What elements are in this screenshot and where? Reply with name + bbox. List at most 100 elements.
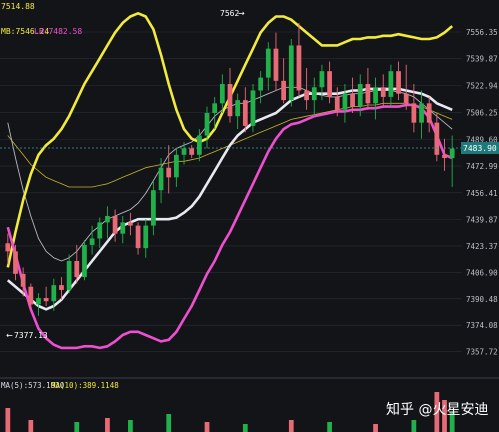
candle-up	[250, 90, 256, 126]
candle-down	[112, 215, 118, 234]
y-tick-label: 7489.60	[466, 135, 498, 144]
current-price-tag	[461, 142, 499, 154]
high-annotation: 7562	[220, 9, 239, 18]
y-tick-label: 7556.35	[466, 28, 498, 37]
candle-up	[212, 103, 218, 113]
candle-up	[373, 87, 378, 104]
volume-bar	[105, 418, 110, 432]
candle-down	[327, 71, 332, 97]
volume-bar	[28, 420, 34, 432]
watermark: 知乎 @火星安迪	[386, 401, 488, 418]
candle-down	[74, 261, 80, 278]
low-arrow-icon: ←	[6, 331, 13, 340]
candle-down	[434, 122, 440, 155]
header-top-value: 7514.88	[1, 2, 35, 11]
candle-down	[411, 103, 417, 123]
volume-bar	[242, 424, 248, 432]
candle-down	[20, 273, 26, 287]
candle-up	[204, 113, 210, 136]
header-mb-label: MB:7546.24	[1, 27, 49, 36]
candle-up	[173, 154, 179, 178]
y-tick-label: 7522.94	[466, 82, 498, 91]
candle-down	[28, 286, 34, 305]
candle-down	[380, 87, 386, 97]
candle-down	[442, 154, 447, 159]
y-tick-label: 7406.90	[466, 268, 498, 277]
y-tick-label: 7472.99	[466, 162, 498, 171]
candle-down	[13, 251, 18, 274]
candle-down	[273, 48, 279, 81]
candle-down	[403, 93, 409, 104]
grid-lines	[0, 31, 462, 352]
candle-down	[334, 96, 340, 110]
candle-down	[135, 225, 141, 249]
candle-down	[281, 80, 287, 101]
candle-up	[258, 77, 264, 91]
candle-up	[342, 93, 348, 110]
current-price-label: 7483.90	[463, 144, 497, 153]
volume-bar	[411, 420, 417, 432]
volume-bar	[74, 422, 80, 432]
y-tick-label: 7390.48	[466, 295, 498, 304]
candle-up	[89, 238, 95, 245]
candle-down	[43, 298, 49, 302]
candle-up	[288, 45, 294, 101]
middle-band-line	[6, 87, 453, 311]
candle-up	[66, 261, 72, 290]
candle-up	[357, 84, 363, 107]
candle-up	[181, 148, 187, 155]
candle-up	[97, 222, 103, 239]
volume-panel	[5, 392, 455, 432]
candle-down	[189, 148, 195, 155]
candles	[5, 22, 455, 316]
header-lb-label: LB:7482.58	[34, 27, 82, 36]
candle-up	[235, 100, 241, 117]
candle-down	[396, 71, 401, 94]
y-tick-label: 7357.72	[466, 348, 498, 357]
volume-bar	[5, 408, 11, 432]
candle-down	[365, 84, 371, 104]
volume-bar	[128, 420, 133, 432]
candle-up	[82, 244, 87, 278]
high-arrow-icon: →	[238, 9, 245, 18]
candle-up	[36, 298, 41, 305]
candle-down	[59, 285, 64, 290]
y-tick-label: 7456.41	[466, 189, 498, 198]
candle-down	[426, 103, 432, 123]
candle-up	[120, 222, 126, 234]
volume-bar	[434, 392, 440, 432]
candle-up	[143, 225, 149, 249]
lower-band-line	[6, 103, 453, 350]
candle-up	[388, 71, 394, 97]
volume-bar	[442, 400, 447, 432]
candle-down	[242, 100, 248, 126]
candle-up	[419, 103, 424, 123]
ma10-label: MA(10):389.1148	[51, 381, 119, 390]
candle-up	[51, 285, 57, 302]
y-tick-label: 7539.87	[466, 55, 498, 64]
candle-up	[311, 87, 317, 101]
candle-down	[166, 167, 172, 178]
volume-bar	[288, 420, 294, 432]
volume-bar	[449, 412, 455, 432]
y-tick-label: 7374.08	[466, 321, 498, 330]
candle-up	[105, 215, 110, 223]
ma5-label: MA(5):573.1930	[1, 381, 65, 390]
candle-up	[265, 48, 271, 78]
candle-down	[5, 243, 11, 252]
candle-up	[158, 167, 164, 191]
candle-down	[304, 90, 309, 101]
volume-bar	[166, 414, 172, 432]
low-annotation: 7377.13	[14, 331, 48, 340]
y-tick-label: 7439.87	[466, 215, 498, 224]
candle-up	[196, 135, 202, 155]
candle-up	[151, 190, 156, 226]
volume-bar	[373, 424, 378, 432]
candle-down	[128, 222, 133, 226]
candle-down	[350, 93, 355, 107]
candle-down	[227, 84, 233, 117]
candle-up	[219, 84, 225, 104]
candle-up	[449, 148, 455, 159]
